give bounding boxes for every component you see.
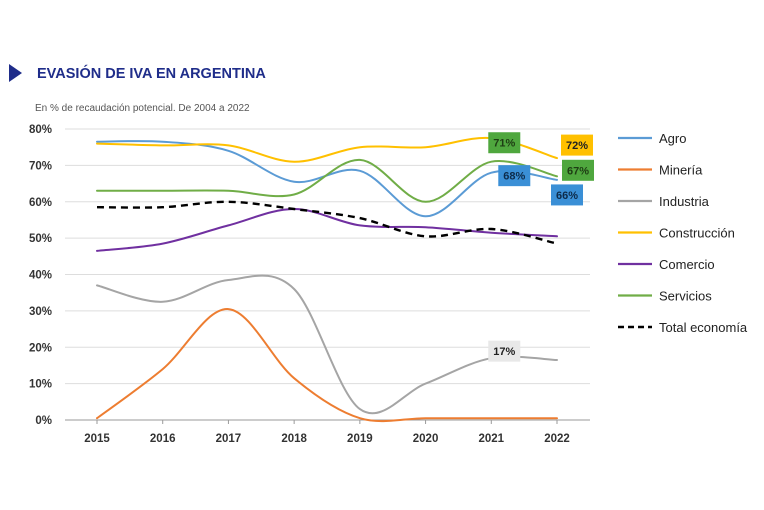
chart-subtitle: En % de recaudación potencial. De 2004 a… — [35, 103, 250, 114]
x-tick-label: 2017 — [216, 433, 242, 445]
x-tick-label: 2021 — [478, 433, 504, 445]
x-tick-label: 2018 — [281, 433, 307, 445]
data-label-construccion: 72% — [561, 134, 593, 156]
data-label-text: 68% — [503, 171, 525, 183]
data-label-text: 72% — [566, 140, 588, 152]
x-tick-label: 2022 — [544, 433, 570, 445]
y-tick-label: 80% — [29, 124, 52, 136]
legend-label: Total economía — [659, 320, 748, 335]
legend-item-construccion: Construcción — [618, 226, 735, 241]
data-label-box — [488, 340, 521, 362]
data-label-box — [498, 165, 531, 187]
legend-item-industria: Industria — [618, 194, 710, 209]
x-tick-label: 2019 — [347, 433, 373, 445]
series-line-servicios — [96, 158, 558, 203]
series-line-comercio — [96, 207, 558, 252]
y-tick-label: 60% — [29, 197, 52, 209]
legend-label: Comercio — [659, 257, 715, 272]
data-label-agro: 66% — [551, 184, 583, 206]
data-label-box — [551, 184, 583, 206]
y-tick-label: 20% — [29, 342, 52, 354]
chart-title: EVASIÓN DE IVA EN ARGENTINA — [37, 64, 266, 82]
legend-label: Agro — [659, 131, 686, 146]
data-label-text: 17% — [493, 346, 515, 358]
data-label-agro: 68% — [498, 165, 531, 187]
data-label-text: 71% — [493, 138, 515, 150]
x-tick-label: 2016 — [150, 433, 176, 445]
y-tick-label: 50% — [29, 233, 52, 245]
y-tick-label: 40% — [29, 270, 52, 282]
series-line-agro — [96, 140, 558, 218]
legend-label: Minería — [659, 163, 703, 178]
x-axis-ticks: 2015 2016 2017 2018 2019 2020 2021 2022 — [84, 420, 570, 445]
data-label-box — [488, 132, 521, 154]
x-tick-label: 2015 — [84, 433, 110, 445]
data-labels: 72% 71% 67% 68% 66% 17% — [488, 132, 594, 362]
series-line-industria — [96, 274, 558, 415]
y-axis-ticks: 0% 10% 20% 30% 40% 50% 60% 70% 80% — [29, 124, 52, 427]
data-label-text: 67% — [567, 165, 589, 177]
y-tick-label: 10% — [29, 379, 52, 391]
y-tick-label: 30% — [29, 306, 52, 318]
legend-item-servicios: Servicios — [618, 289, 712, 304]
series-line-mineria — [96, 308, 558, 423]
title-arrow-icon — [9, 64, 22, 82]
series-line-total-economia — [96, 200, 558, 245]
data-label-box — [562, 159, 594, 181]
y-tick-label: 0% — [35, 415, 52, 427]
legend-item-agro: Agro — [618, 131, 686, 146]
data-label-servicios: 67% — [562, 159, 594, 181]
data-label-industria: 17% — [488, 340, 521, 362]
data-label-box — [561, 134, 593, 156]
y-tick-label: 70% — [29, 160, 52, 172]
legend-item-total-economia: Total economía — [618, 320, 748, 335]
legend-label: Servicios — [659, 289, 712, 304]
x-tick-label: 2020 — [413, 433, 439, 445]
legend: Agro Minería Industria Construcción Comercio… — [618, 131, 748, 335]
series-lines — [96, 136, 558, 423]
data-label-text: 66% — [556, 190, 578, 202]
legend-item-mineria: Minería — [618, 163, 703, 178]
legend-label: Industria — [659, 194, 710, 209]
legend-item-comercio: Comercio — [618, 257, 715, 272]
gridlines — [65, 128, 590, 421]
data-label-servicios: 71% — [488, 132, 521, 154]
series-line-construccion — [96, 136, 558, 163]
legend-label: Construcción — [659, 226, 735, 241]
